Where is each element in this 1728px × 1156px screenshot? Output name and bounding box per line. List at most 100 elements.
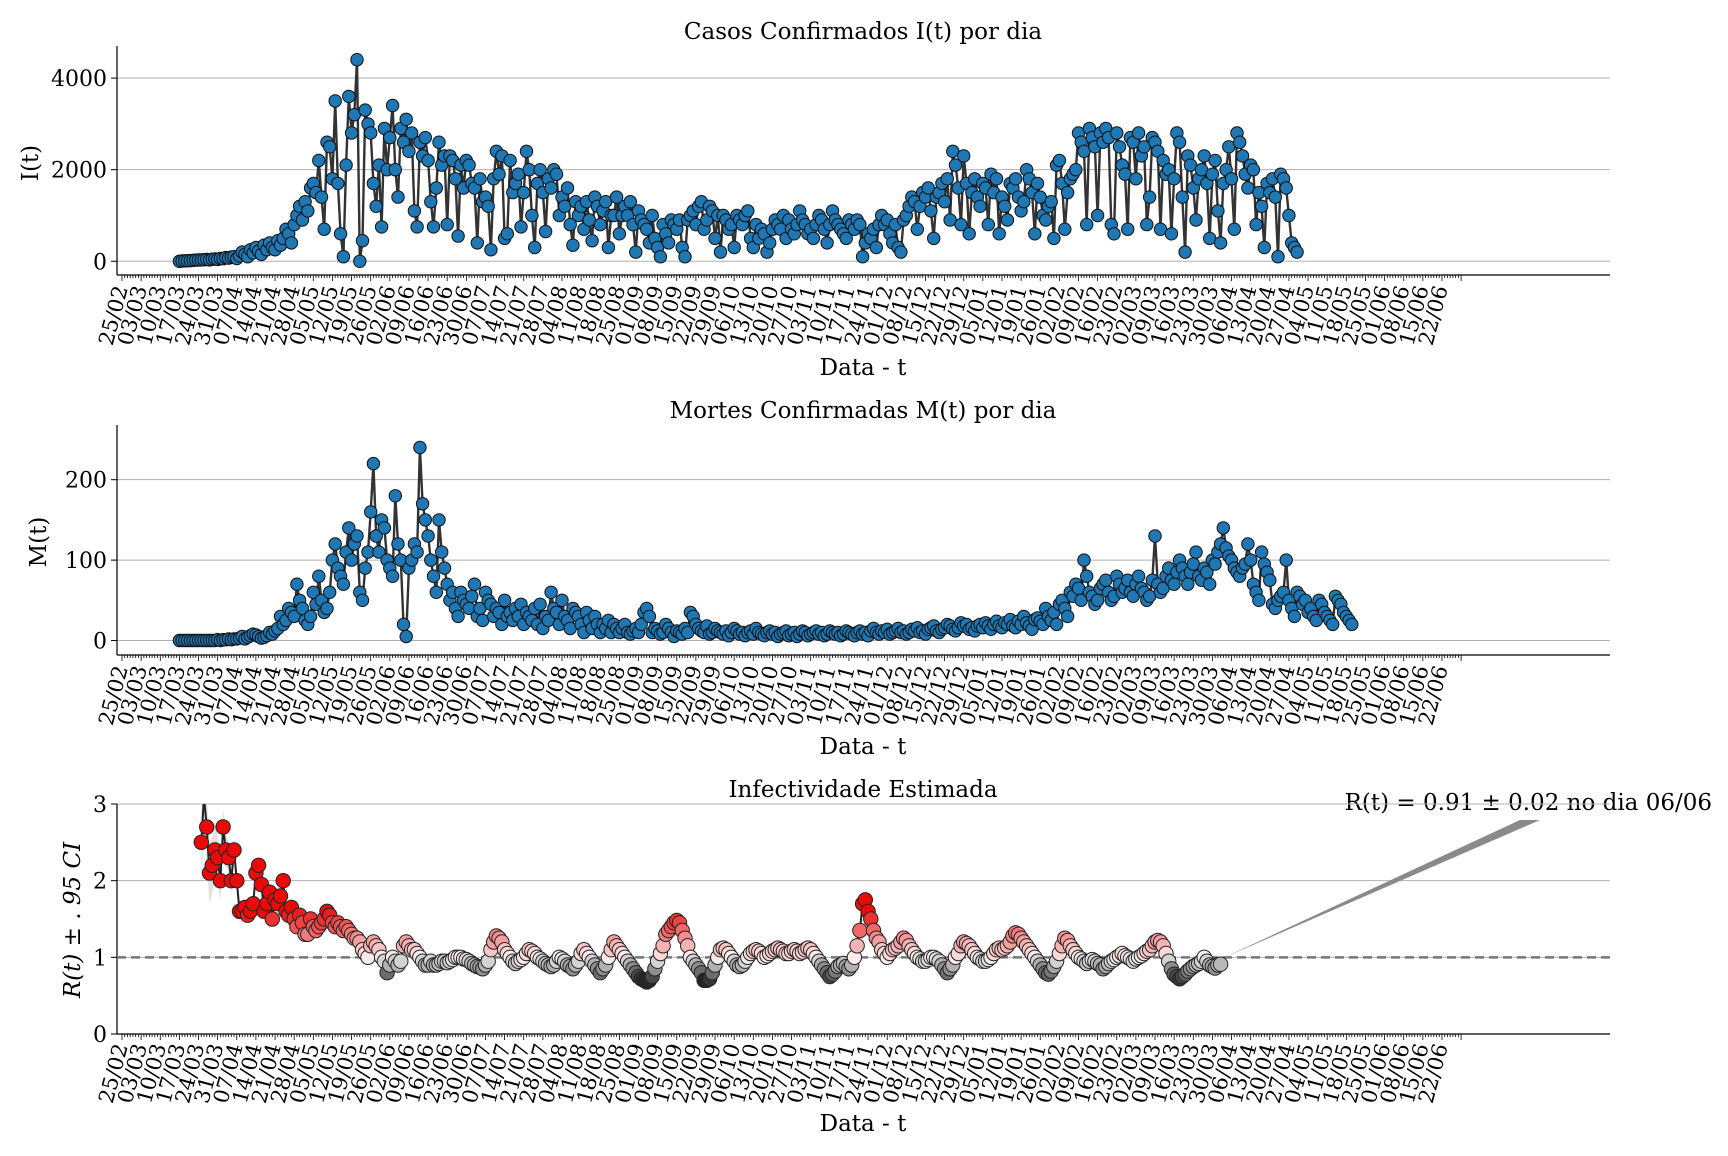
data-point	[385, 98, 400, 113]
y-tick-label: 2	[93, 870, 107, 895]
data-point	[1345, 617, 1359, 632]
data-point	[849, 938, 865, 954]
data-point	[193, 834, 210, 850]
data-point	[388, 489, 402, 503]
data-point	[1017, 195, 1031, 209]
data-point	[957, 149, 971, 163]
data-point	[839, 231, 853, 246]
data-point	[763, 236, 777, 250]
data-point	[566, 238, 580, 252]
data-point	[272, 888, 289, 904]
data-point	[1060, 609, 1075, 624]
data-point	[1090, 208, 1105, 223]
data-point	[1246, 163, 1261, 177]
y-tick-label: 0	[93, 1023, 107, 1048]
data-point	[601, 240, 616, 255]
data-point	[514, 220, 528, 234]
data-point	[678, 250, 692, 264]
data-point	[927, 231, 941, 246]
data-point	[336, 250, 351, 264]
data-point	[421, 529, 435, 543]
data-point	[1326, 617, 1340, 632]
data-point	[806, 231, 821, 246]
data-point	[1181, 577, 1195, 591]
data-point	[544, 181, 558, 195]
data-point	[1047, 231, 1061, 246]
data-point	[492, 167, 506, 181]
data-point	[1241, 537, 1255, 551]
data-point	[910, 222, 924, 236]
data-point	[320, 601, 334, 616]
y-axis-label: M(t)	[26, 517, 52, 568]
data-point	[1044, 195, 1058, 209]
chart-title: Mortes Confirmadas M(t) por dia	[670, 398, 1057, 424]
data-point	[342, 521, 356, 535]
data-point	[1249, 217, 1263, 232]
data-point	[1172, 135, 1187, 149]
chart-title: Infectividade Estimada	[728, 777, 997, 803]
y-axis-label: I(t)	[18, 145, 44, 181]
data-point	[1142, 190, 1157, 204]
data-point	[424, 195, 438, 209]
data-point	[1254, 199, 1269, 214]
data-point	[344, 553, 359, 567]
data-point	[418, 130, 432, 145]
panel-infectividade: Infectividade Estimada R(t) ± . 95 CI Da…	[60, 777, 1712, 1137]
plot-area	[117, 789, 1610, 990]
data-point	[432, 135, 446, 149]
data-point	[640, 222, 654, 236]
data-point	[820, 236, 834, 250]
y-tick-label: 0	[93, 630, 107, 655]
data-point	[388, 163, 402, 177]
data-point	[1077, 553, 1091, 567]
data-point	[399, 112, 413, 127]
data-point	[385, 569, 400, 583]
data-point	[290, 577, 304, 591]
data-point	[312, 569, 326, 583]
data-point	[355, 593, 370, 607]
data-point	[391, 190, 405, 204]
data-point	[1060, 185, 1075, 200]
data-point	[407, 204, 422, 218]
y-tick-label: 3	[93, 793, 107, 818]
data-point	[1189, 545, 1203, 559]
data-point	[355, 234, 370, 248]
data-point	[229, 873, 245, 889]
data-point	[396, 617, 411, 632]
data-point	[364, 505, 378, 519]
data-point	[1052, 153, 1067, 168]
data-point	[940, 172, 954, 186]
annotation-label: R(t) = 0.91 ± 0.02 no dia 06/06	[1345, 790, 1712, 816]
data-point	[331, 176, 345, 191]
data-point	[1175, 190, 1190, 204]
data-point	[1178, 245, 1192, 259]
data-point	[1107, 227, 1121, 241]
data-point	[465, 589, 479, 603]
data-point	[998, 199, 1012, 214]
data-point	[1233, 135, 1247, 149]
data-point	[415, 497, 430, 511]
data-point	[413, 440, 427, 455]
data-point	[323, 585, 337, 599]
data-point	[544, 585, 558, 599]
data-point	[448, 172, 463, 186]
data-point	[426, 569, 441, 583]
data-point	[358, 103, 372, 117]
data-point	[855, 250, 870, 264]
data-point	[525, 208, 539, 223]
data-point	[973, 199, 987, 214]
data-point	[215, 819, 231, 835]
data-point	[275, 873, 291, 889]
x-axis-label: Data - t	[820, 734, 908, 760]
data-point	[560, 181, 575, 195]
data-point	[350, 529, 364, 543]
data-point	[609, 190, 624, 204]
data-point	[323, 140, 337, 154]
data-point	[405, 126, 419, 140]
data-point	[197, 789, 211, 803]
data-point	[1090, 593, 1105, 607]
data-point	[1131, 126, 1146, 140]
data-point	[585, 234, 599, 248]
y-tick-label: 4000	[51, 67, 107, 92]
